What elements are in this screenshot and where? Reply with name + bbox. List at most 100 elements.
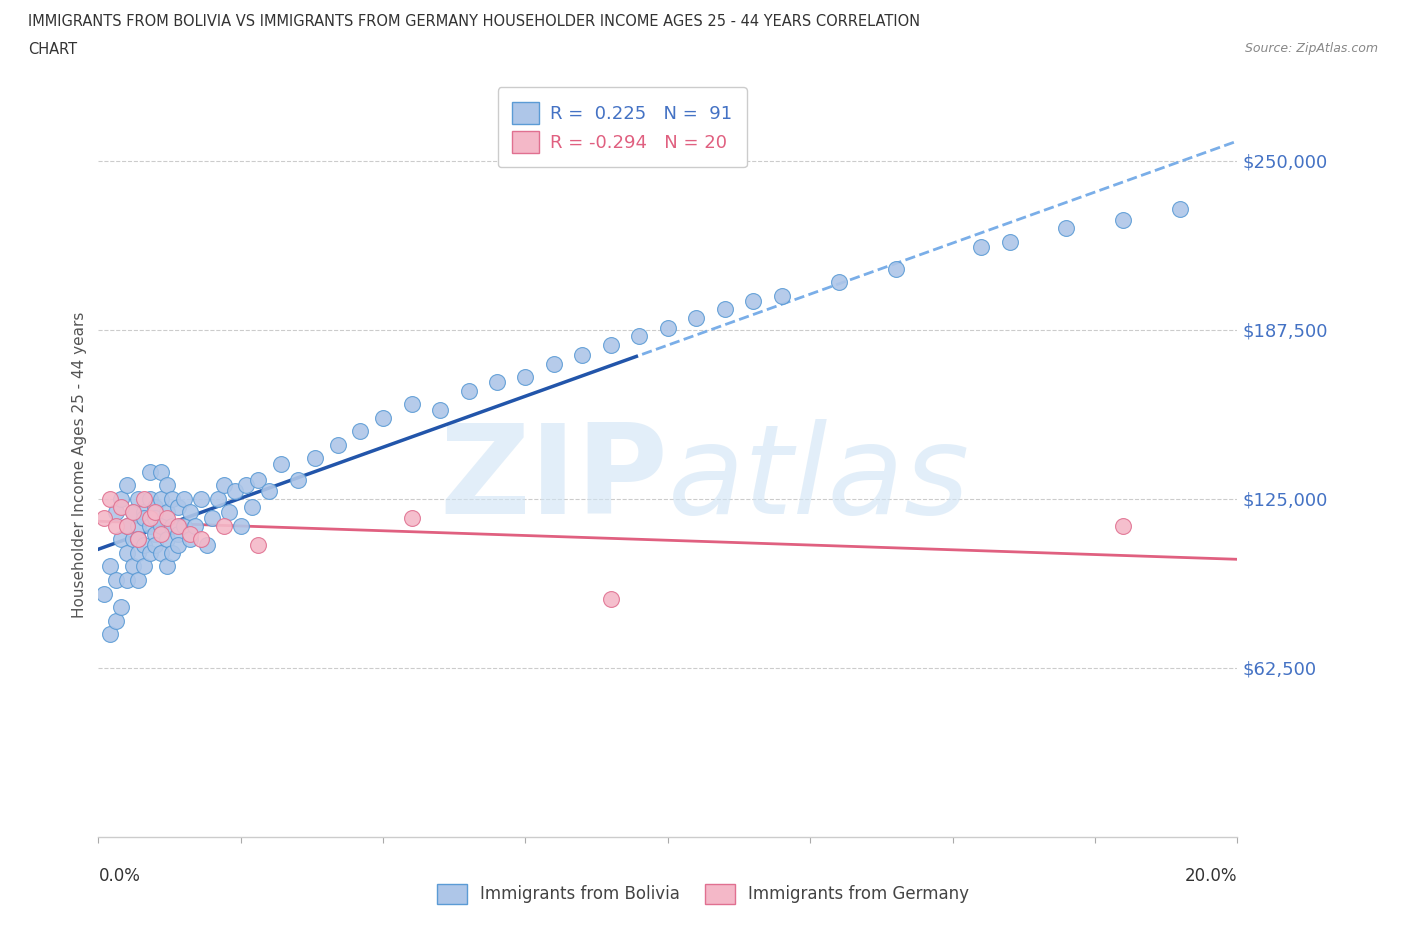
Point [401, 511, 423, 525]
Point [110, 532, 132, 547]
Point [1112, 518, 1135, 533]
Point [156, 478, 179, 493]
Point [150, 526, 173, 541]
Text: atlas: atlas [668, 419, 970, 540]
Text: CHART: CHART [28, 42, 77, 57]
Point [104, 518, 127, 533]
Point [93, 511, 115, 525]
Point [179, 526, 201, 541]
Legend: R =  0.225   N =  91, R = -0.294   N = 20: R = 0.225 N = 91, R = -0.294 N = 20 [498, 87, 747, 167]
Point [326, 437, 349, 452]
Point [600, 338, 623, 352]
Point [207, 491, 229, 506]
Point [190, 491, 212, 506]
Point [104, 573, 127, 588]
Point [150, 518, 173, 533]
Point [167, 538, 190, 552]
Point [115, 478, 138, 493]
Text: ZIP: ZIP [439, 419, 668, 540]
Point [162, 491, 184, 506]
Point [235, 478, 257, 493]
Point [145, 511, 167, 525]
Point [195, 538, 218, 552]
Point [98, 559, 121, 574]
Point [138, 491, 160, 506]
Point [600, 591, 623, 606]
Point [628, 329, 651, 344]
Point [145, 505, 167, 520]
Point [127, 532, 149, 547]
Point [132, 505, 155, 520]
Point [115, 573, 138, 588]
Point [657, 321, 679, 336]
Point [270, 457, 292, 472]
Point [1112, 213, 1135, 228]
Point [173, 518, 195, 533]
Point [486, 375, 509, 390]
Point [110, 491, 132, 506]
Point [115, 518, 138, 533]
Text: IMMIGRANTS FROM BOLIVIA VS IMMIGRANTS FROM GERMANY HOUSEHOLDER INCOME AGES 25 - : IMMIGRANTS FROM BOLIVIA VS IMMIGRANTS FR… [28, 14, 921, 29]
Point [349, 424, 371, 439]
Text: Source: ZipAtlas.com: Source: ZipAtlas.com [1244, 42, 1378, 55]
Legend: Immigrants from Bolivia, Immigrants from Germany: Immigrants from Bolivia, Immigrants from… [429, 875, 977, 912]
Point [190, 532, 212, 547]
Point [127, 546, 149, 561]
Point [156, 511, 179, 525]
Point [156, 532, 179, 547]
Point [150, 491, 173, 506]
Point [110, 499, 132, 514]
Point [132, 538, 155, 552]
Point [304, 451, 326, 466]
Point [287, 472, 309, 487]
Point [145, 538, 167, 552]
Point [121, 505, 143, 520]
Point [998, 234, 1021, 249]
Point [145, 499, 167, 514]
Point [98, 627, 121, 642]
Point [173, 491, 195, 506]
Point [373, 410, 395, 425]
Point [457, 383, 479, 398]
Point [104, 505, 127, 520]
Point [138, 518, 160, 533]
Point [150, 464, 173, 479]
Point [218, 505, 240, 520]
Point [127, 573, 149, 588]
Point [121, 559, 143, 574]
Point [138, 546, 160, 561]
Point [543, 356, 565, 371]
Point [145, 526, 167, 541]
Point [201, 511, 224, 525]
Point [150, 546, 173, 561]
Point [132, 511, 155, 525]
Point [115, 518, 138, 533]
Point [184, 518, 207, 533]
Point [246, 472, 269, 487]
Point [970, 240, 993, 255]
Point [714, 302, 737, 317]
Point [127, 518, 149, 533]
Point [1056, 220, 1078, 235]
Point [93, 586, 115, 601]
Point [156, 505, 179, 520]
Point [110, 600, 132, 615]
Point [98, 491, 121, 506]
Point [742, 294, 765, 309]
Point [127, 491, 149, 506]
Point [770, 288, 793, 303]
Point [121, 532, 143, 547]
Point [259, 484, 281, 498]
Point [212, 518, 235, 533]
Point [132, 559, 155, 574]
Point [138, 464, 160, 479]
Point [212, 478, 235, 493]
Point [224, 484, 246, 498]
Point [115, 546, 138, 561]
Point [246, 538, 269, 552]
Point [828, 275, 851, 290]
Point [240, 499, 263, 514]
Text: 0.0%: 0.0% [98, 867, 141, 884]
Point [132, 491, 155, 506]
Y-axis label: Householder Income Ages 25 - 44 years: Householder Income Ages 25 - 44 years [72, 312, 87, 618]
